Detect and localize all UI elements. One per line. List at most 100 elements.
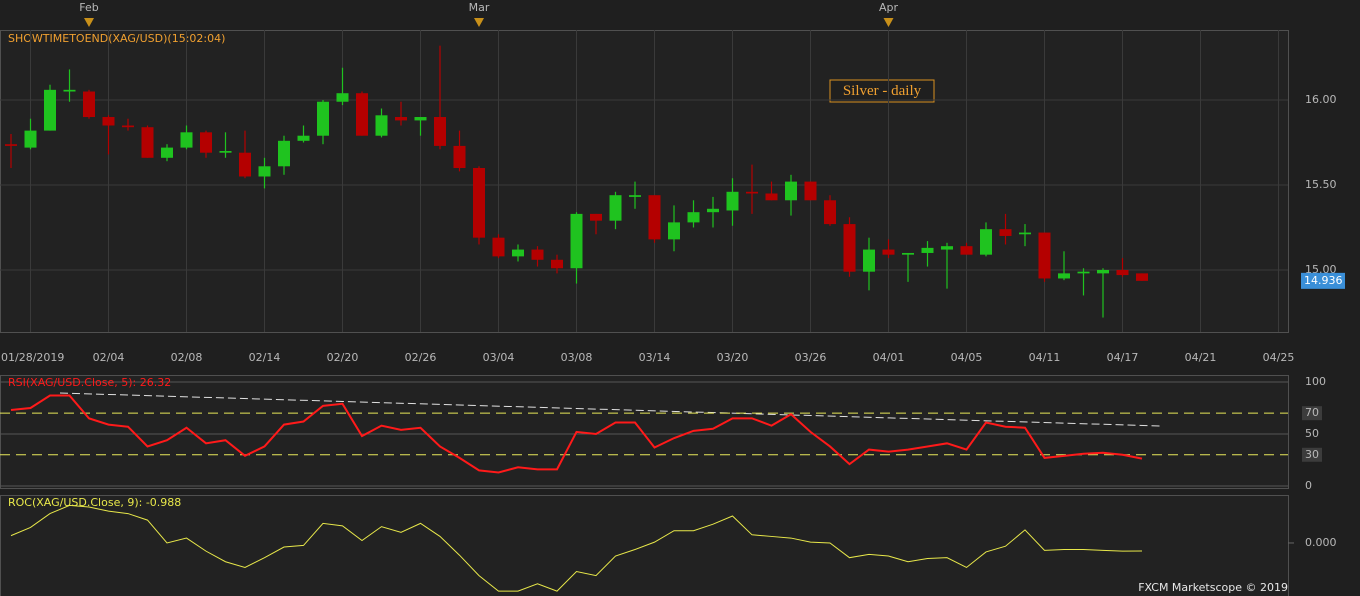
x-tick-label: 03/14 — [639, 351, 671, 364]
candle-body — [239, 152, 251, 177]
y-tick-label: 70 — [1305, 406, 1319, 419]
candle-body — [63, 89, 76, 92]
y-tick-label: 100 — [1305, 375, 1326, 388]
candle-body — [609, 195, 622, 221]
x-tick-label: 01/28/2019 — [1, 351, 64, 364]
candle-body — [941, 246, 953, 250]
candle-body — [629, 195, 641, 197]
candle-body — [687, 212, 700, 223]
x-tick-label: 02/26 — [405, 351, 437, 364]
y-tick-label: 30 — [1305, 448, 1319, 461]
annotation: Silver - daily — [843, 83, 922, 99]
y-tick-label: 0.000 — [1305, 536, 1337, 549]
price-title: SHOWTIMETOEND(XAG/USD)(15:02:04) — [8, 32, 225, 45]
candle-body — [434, 117, 446, 146]
x-tick-label: 04/21 — [1185, 351, 1217, 364]
month-label: Mar — [469, 1, 490, 14]
candle-body — [960, 246, 973, 255]
candle-body — [882, 249, 895, 255]
candle-body — [161, 147, 173, 158]
candle-body — [707, 208, 719, 213]
candle-body — [1058, 273, 1070, 279]
candle-body — [83, 91, 95, 118]
candle-body — [297, 135, 310, 141]
x-tick-label: 04/05 — [951, 351, 983, 364]
candle-body — [648, 195, 661, 240]
candle-body — [1038, 232, 1051, 279]
candle-body — [921, 247, 934, 253]
candle-body — [804, 181, 817, 201]
candle-body — [317, 101, 329, 136]
month-marker — [84, 18, 94, 27]
candle-body — [785, 181, 797, 201]
candle-body — [473, 167, 485, 238]
candle-body — [1019, 232, 1031, 235]
month-marker — [474, 18, 484, 27]
y-tick-label: 15.50 — [1305, 178, 1337, 191]
last-price-label: 14.936 — [1304, 274, 1343, 287]
indicator-title: RSI(XAG/USD.Close, 5): 26.32 — [8, 376, 171, 389]
candle-body — [278, 140, 290, 167]
rsi-panel — [0, 375, 1289, 489]
candle-body — [356, 93, 368, 136]
candle-body — [102, 117, 115, 126]
candle-body — [258, 166, 271, 177]
x-tick-label: 04/11 — [1029, 351, 1061, 364]
candle-body — [843, 224, 856, 272]
indicator-title: ROC(XAG/USD.Close, 9): -0.988 — [8, 496, 181, 509]
candle-body — [824, 200, 836, 225]
candle-body — [531, 249, 544, 260]
x-tick-label: 04/25 — [1263, 351, 1295, 364]
candle-body — [122, 125, 134, 128]
candle-body — [1136, 273, 1148, 281]
x-tick-label: 04/01 — [873, 351, 905, 364]
candle-body — [863, 249, 875, 272]
candle-body — [1077, 271, 1090, 274]
x-tick-label: 03/26 — [795, 351, 827, 364]
trend-line — [59, 392, 1161, 427]
candle-body — [200, 132, 212, 153]
candle-body — [726, 191, 739, 211]
y-tick-label: 50 — [1305, 427, 1319, 440]
candle-body — [512, 249, 524, 257]
candle-body — [336, 93, 349, 102]
x-tick-label: 03/08 — [561, 351, 593, 364]
x-tick-label: 02/04 — [93, 351, 125, 364]
candle-body — [902, 252, 914, 255]
candle-body — [375, 115, 388, 136]
candle-body — [414, 117, 427, 121]
x-tick-label: 03/20 — [717, 351, 749, 364]
candle-body — [1097, 269, 1109, 274]
candle-body — [668, 222, 680, 240]
price-panel — [0, 30, 1289, 333]
x-tick-label: 02/20 — [327, 351, 359, 364]
level-label-box — [1302, 406, 1322, 421]
x-tick-label: 02/08 — [171, 351, 203, 364]
indicator-line — [10, 504, 1143, 592]
y-tick-label: 15.00 — [1305, 263, 1337, 276]
candle-body — [44, 89, 56, 131]
month-label: Feb — [79, 1, 98, 14]
footer: FXCM Marketscope © 2019 — [1138, 581, 1288, 594]
candle-body — [765, 193, 778, 201]
candle-body — [24, 130, 37, 148]
x-tick-label: 04/17 — [1107, 351, 1139, 364]
candle-body — [453, 145, 466, 168]
candle-body — [746, 191, 758, 194]
candle-body — [219, 151, 232, 153]
last-price-box — [1301, 272, 1345, 289]
month-label: Apr — [879, 1, 899, 14]
y-tick-label: 16.00 — [1305, 93, 1337, 106]
y-tick-label: 0 — [1305, 479, 1312, 492]
candle-body — [395, 117, 407, 121]
indicator-line — [10, 394, 1143, 474]
candle-body — [590, 213, 602, 221]
x-tick-label: 02/14 — [249, 351, 281, 364]
candle-body — [180, 132, 193, 148]
candle-body — [492, 237, 505, 257]
candle-body — [980, 229, 992, 255]
candle-body — [141, 127, 154, 158]
month-marker — [883, 18, 894, 27]
candle-body — [5, 144, 17, 146]
